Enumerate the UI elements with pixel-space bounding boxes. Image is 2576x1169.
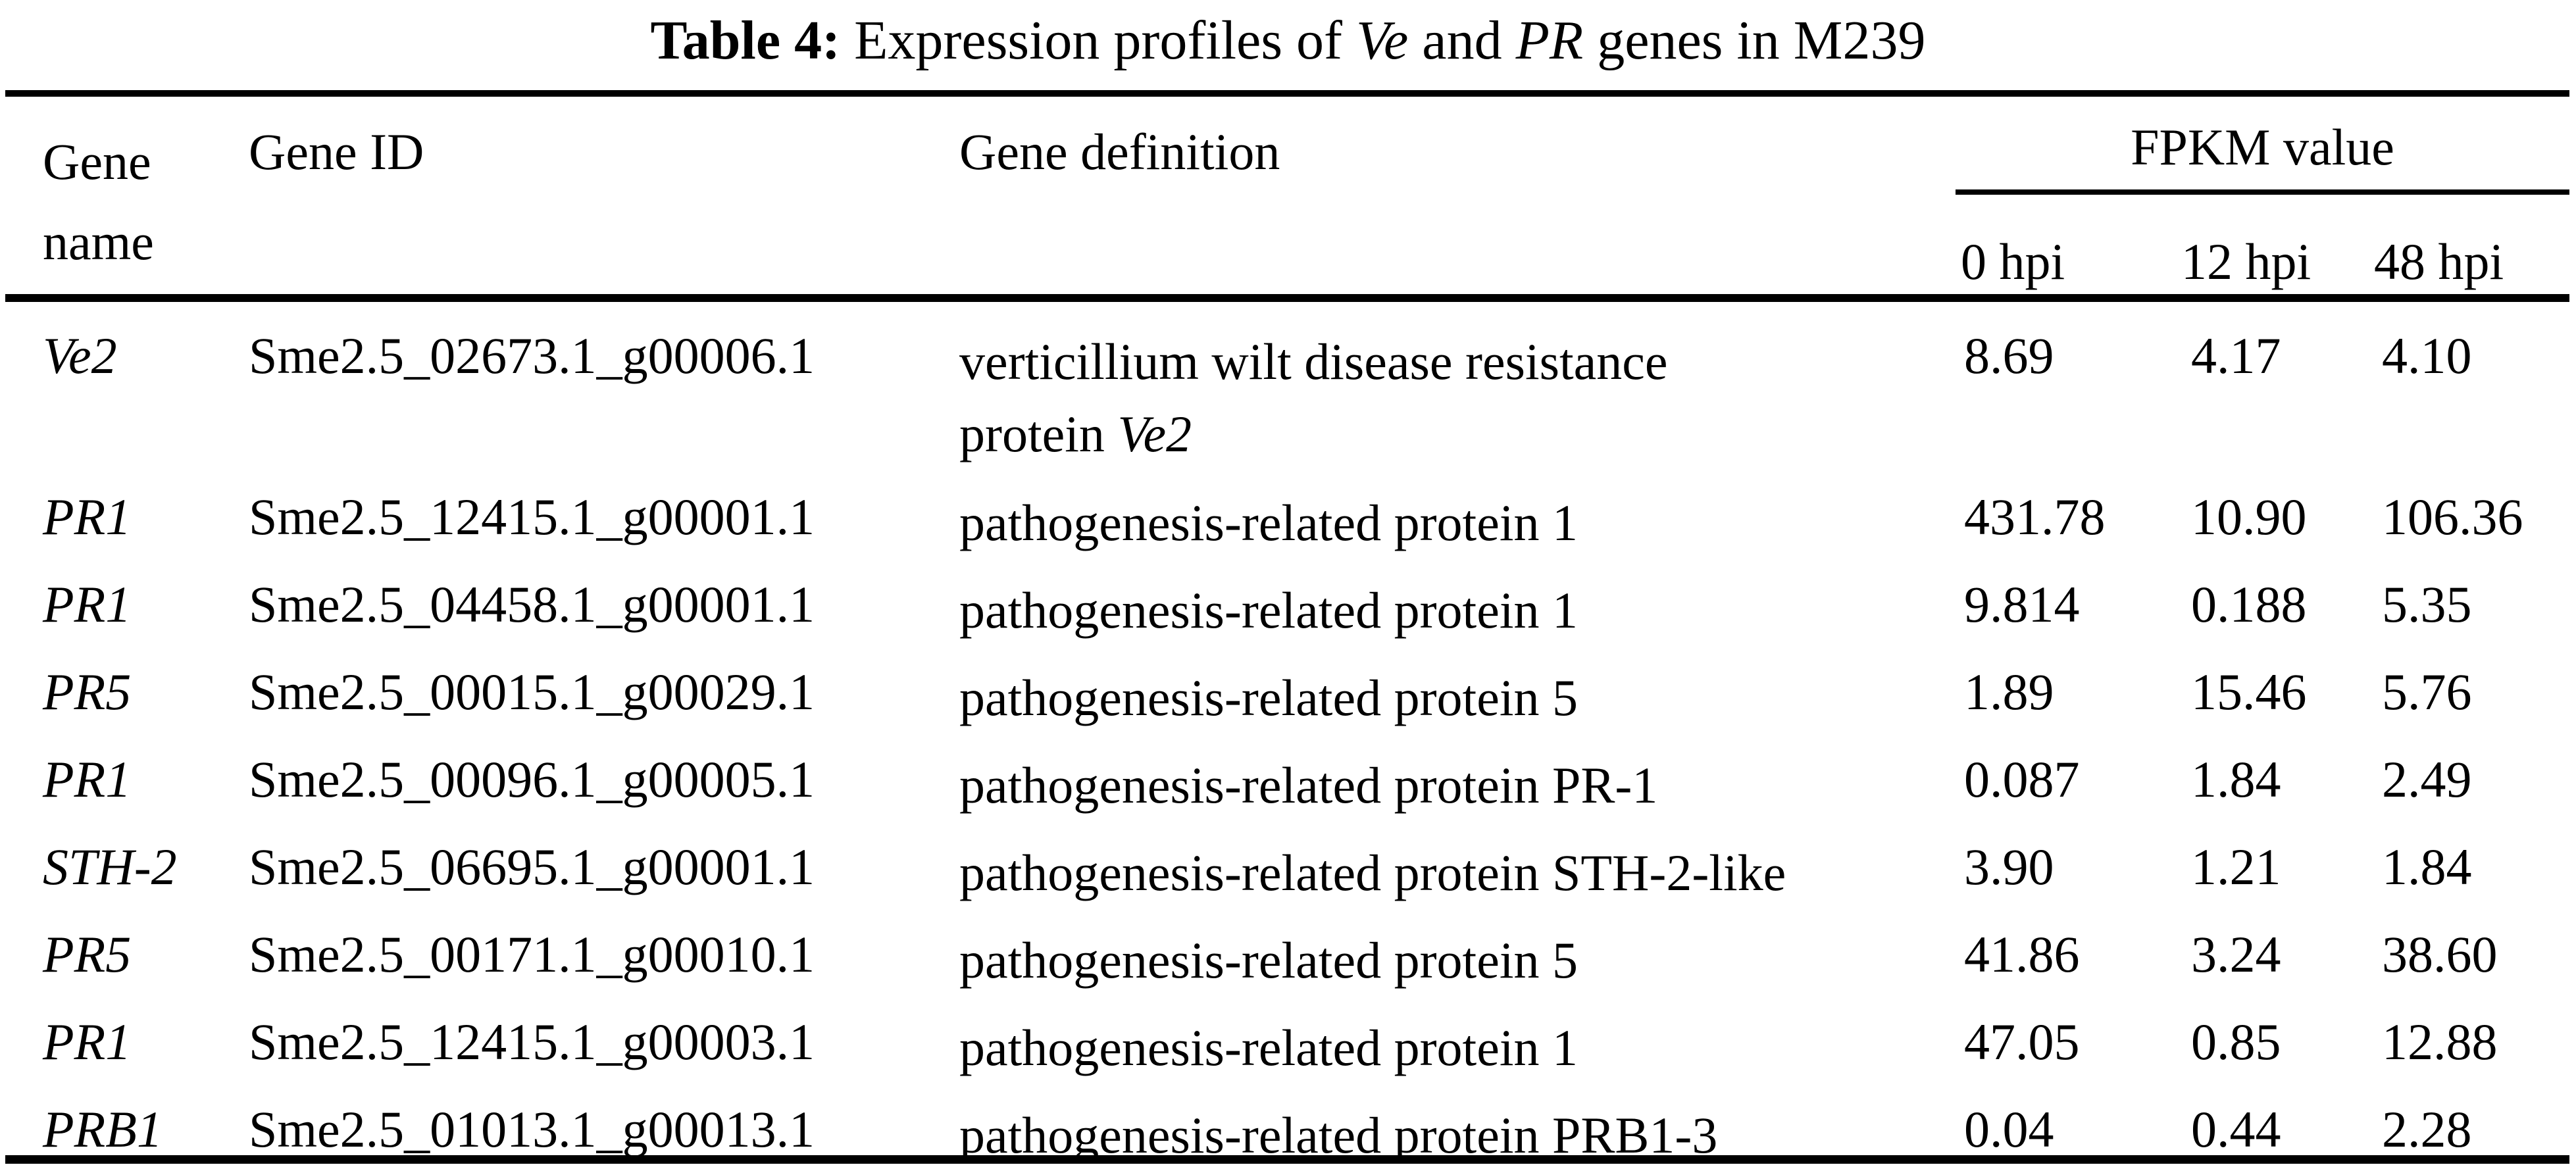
- col-header-gene-definition: Gene definition: [959, 123, 1280, 180]
- gene-id-cell: Sme2.5_00096.1_g00005.1: [249, 751, 815, 808]
- table-caption: Table 4: Expression profiles of Ve and P…: [650, 10, 1926, 71]
- fpkm-48hpi-cell: 5.76: [2382, 663, 2472, 720]
- bottom-rule: [5, 1155, 2569, 1164]
- gene-name-cell: PR1: [43, 488, 132, 545]
- gene-definition-cell: pathogenesis-related protein STH-2-like: [959, 844, 1786, 901]
- fpkm-group-rule: [1956, 189, 2569, 195]
- fpkm-12hpi-cell: 10.90: [2191, 488, 2307, 545]
- col-header-48hpi: 48 hpi: [2374, 233, 2504, 290]
- fpkm-12hpi-cell: 15.46: [2191, 663, 2307, 720]
- gene-name-cell: PR5: [43, 663, 132, 720]
- fpkm-48hpi-cell: 2.28: [2382, 1101, 2472, 1158]
- gene-id-cell: Sme2.5_06695.1_g00001.1: [249, 838, 815, 895]
- header-rule: [5, 294, 2569, 302]
- fpkm-12hpi-cell: 0.44: [2191, 1101, 2281, 1158]
- fpkm-48hpi-cell: 38.60: [2382, 926, 2498, 983]
- gene-id-cell: Sme2.5_04458.1_g00001.1: [249, 576, 815, 633]
- fpkm-0hpi-cell: 0.087: [1964, 751, 2080, 808]
- fpkm-12hpi-cell: 4.17: [2191, 327, 2281, 384]
- fpkm-12hpi-cell: 3.24: [2191, 926, 2281, 983]
- fpkm-48hpi-cell: 4.10: [2382, 327, 2472, 384]
- gene-name-cell: PR1: [43, 751, 132, 808]
- gene-definition-cell: pathogenesis-related protein 1: [959, 582, 1578, 639]
- gene-definition-cell: pathogenesis-related protein 5: [959, 669, 1578, 726]
- fpkm-48hpi-cell: 12.88: [2382, 1013, 2498, 1070]
- gene-id-cell: Sme2.5_12415.1_g00003.1: [249, 1013, 815, 1070]
- gene-id-cell: Sme2.5_12415.1_g00001.1: [249, 488, 815, 545]
- col-header-0hpi: 0 hpi: [1961, 233, 2065, 290]
- fpkm-0hpi-cell: 3.90: [1964, 838, 2054, 895]
- gene-definition-cell: pathogenesis-related protein 1: [959, 1019, 1578, 1076]
- gene-definition-cell: verticillium wilt disease resistance prot…: [959, 333, 1668, 462]
- gene-name-cell: PR5: [43, 926, 132, 983]
- fpkm-48hpi-cell: 5.35: [2382, 576, 2472, 633]
- col-header-12hpi: 12 hpi: [2181, 233, 2311, 290]
- fpkm-0hpi-cell: 9.814: [1964, 576, 2080, 633]
- fpkm-48hpi-cell: 2.49: [2382, 751, 2472, 808]
- fpkm-12hpi-cell: 1.84: [2191, 751, 2281, 808]
- fpkm-0hpi-cell: 8.69: [1964, 327, 2054, 384]
- top-rule: [5, 90, 2569, 97]
- fpkm-0hpi-cell: 431.78: [1964, 488, 2106, 545]
- col-header-fpkm-value: FPKM value: [2131, 118, 2394, 176]
- gene-definition-cell: pathogenesis-related protein PR-1: [959, 757, 1658, 814]
- fpkm-12hpi-cell: 0.85: [2191, 1013, 2281, 1070]
- fpkm-48hpi-cell: 1.84: [2382, 838, 2472, 895]
- col-header-gene-name: Gene name: [43, 133, 154, 270]
- gene-definition-cell: pathogenesis-related protein 1: [959, 494, 1578, 551]
- gene-id-cell: Sme2.5_01013.1_g00013.1: [249, 1101, 815, 1158]
- gene-name-cell: PRB1: [43, 1101, 163, 1158]
- fpkm-0hpi-cell: 0.04: [1964, 1101, 2054, 1158]
- gene-name-cell: Ve2: [43, 327, 117, 384]
- gene-name-cell: PR1: [43, 1013, 132, 1070]
- fpkm-12hpi-cell: 0.188: [2191, 576, 2307, 633]
- fpkm-0hpi-cell: 41.86: [1964, 926, 2080, 983]
- gene-name-cell: PR1: [43, 576, 132, 633]
- fpkm-0hpi-cell: 47.05: [1964, 1013, 2080, 1070]
- gene-id-cell: Sme2.5_00171.1_g00010.1: [249, 926, 815, 983]
- gene-name-cell: STH-2: [43, 838, 177, 895]
- gene-id-cell: Sme2.5_02673.1_g00006.1: [249, 327, 815, 384]
- fpkm-12hpi-cell: 1.21: [2191, 838, 2281, 895]
- gene-definition-cell: pathogenesis-related protein 5: [959, 932, 1578, 989]
- fpkm-48hpi-cell: 106.36: [2382, 488, 2523, 545]
- gene-definition-cell: pathogenesis-related protein PRB1-3: [959, 1107, 1718, 1164]
- fpkm-0hpi-cell: 1.89: [1964, 663, 2054, 720]
- col-header-gene-id: Gene ID: [249, 123, 424, 180]
- gene-id-cell: Sme2.5_00015.1_g00029.1: [249, 663, 815, 720]
